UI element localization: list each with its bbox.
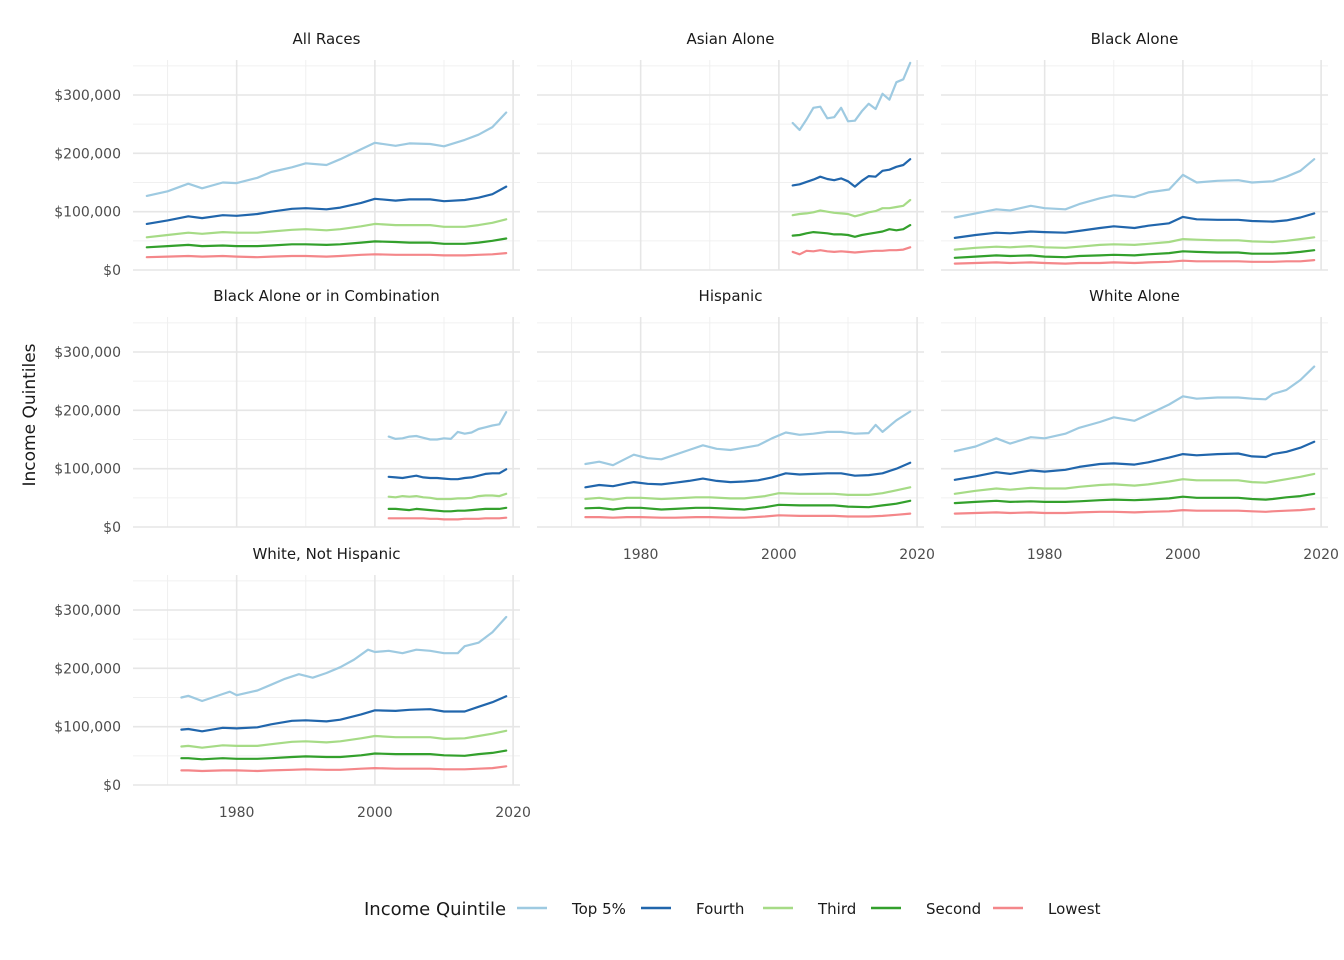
panel-asian-alone: Asian Alone <box>537 30 924 271</box>
y-tick-label: $300,000 <box>54 603 121 619</box>
legend: Income Quintile Top 5% Fourth Third Second L… <box>364 899 1101 920</box>
legend-label-third: Third <box>817 900 856 918</box>
panel-black-alone: Black Alone <box>941 30 1328 271</box>
legend-label-fourth: Fourth <box>696 900 744 918</box>
x-tick-label: 1980 <box>219 805 255 821</box>
series-line-second <box>953 249 1316 259</box>
facet-title: Black Alone or in Combination <box>213 287 439 305</box>
series-line-top-5 <box>584 410 912 467</box>
y-axis-label: Income Quintiles <box>20 343 40 486</box>
series-line-lowest <box>387 516 508 521</box>
series-line-second <box>145 237 508 249</box>
y-tick-label: $300,000 <box>54 345 121 361</box>
facet-title: Asian Alone <box>686 30 774 48</box>
series-line-fourth <box>791 158 912 188</box>
y-tick-label: $0 <box>103 778 121 794</box>
facet-title: Hispanic <box>699 287 763 305</box>
series-line-top-5 <box>953 158 1316 219</box>
panel-all-races: All Races $0 $100,000 $200,000 $300,000 <box>54 30 520 279</box>
panel-hispanic: Hispanic 1980 2000 2020 <box>537 287 935 563</box>
y-tick-label: $200,000 <box>54 661 121 677</box>
series-line-fourth <box>180 695 508 733</box>
series-line-third <box>180 729 508 749</box>
facet-title: White, Not Hispanic <box>252 545 400 563</box>
x-tick-label: 2000 <box>357 805 393 821</box>
legend-title: Income Quintile <box>364 899 506 920</box>
x-tick-label: 1980 <box>1027 547 1063 563</box>
series-line-lowest <box>791 246 912 256</box>
y-tick-label: $200,000 <box>54 403 121 419</box>
series-line-lowest <box>953 259 1316 265</box>
legend-label-top-5: Top 5% <box>571 900 626 918</box>
series-line-fourth <box>387 468 508 481</box>
series-line-top-5 <box>180 615 508 703</box>
series-line-second <box>387 506 508 513</box>
series-line-third <box>584 486 912 501</box>
facet-title: All Races <box>293 30 361 48</box>
y-tick-label: $100,000 <box>54 205 121 221</box>
series-line-top-5 <box>953 365 1316 453</box>
x-tick-label: 2000 <box>1165 547 1201 563</box>
x-tick-label: 2020 <box>495 805 531 821</box>
series-line-third <box>145 218 508 239</box>
series-line-second <box>953 492 1316 505</box>
y-tick-label: $300,000 <box>54 88 121 104</box>
series-line-lowest <box>584 512 912 519</box>
series-line-top-5 <box>791 61 912 132</box>
y-tick-label: $0 <box>103 520 121 536</box>
series-line-third <box>387 492 508 501</box>
x-tick-label: 2020 <box>1303 547 1339 563</box>
facet-title: White Alone <box>1089 287 1180 305</box>
series-line-top-5 <box>387 411 508 441</box>
facet-title: Black Alone <box>1091 30 1179 48</box>
x-tick-label: 2000 <box>761 547 797 563</box>
y-tick-label: $200,000 <box>54 146 121 162</box>
series-line-top-5 <box>145 111 508 197</box>
series-line-fourth <box>584 461 912 489</box>
y-tick-label: $100,000 <box>54 720 121 736</box>
series-line-fourth <box>953 440 1316 481</box>
y-tick-label: $100,000 <box>54 462 121 478</box>
x-tick-label: 1980 <box>623 547 659 563</box>
y-tick-label: $0 <box>103 263 121 279</box>
series-line-fourth <box>953 212 1316 239</box>
series-line-fourth <box>145 185 508 225</box>
panel-white-alone: White Alone 1980 2000 2020 <box>941 287 1339 563</box>
series-line-second <box>791 224 912 238</box>
x-tick-label: 2020 <box>899 547 935 563</box>
facet-panels: All Races $0 $100,000 $200,000 $300,000 Asian… <box>54 30 1339 821</box>
legend-label-second: Second <box>926 900 981 918</box>
series-line-lowest <box>145 252 508 259</box>
series-line-third <box>791 198 912 218</box>
series-line-lowest <box>953 507 1316 515</box>
series-line-second <box>180 749 508 761</box>
legend-label-lowest: Lowest <box>1048 900 1101 918</box>
panel-white-not-hispanic: White, Not Hispanic $0 $100,000 $200,000 $30… <box>54 545 531 821</box>
series-line-third <box>953 236 1316 251</box>
series-line-second <box>584 499 912 511</box>
series-line-lowest <box>180 765 508 773</box>
series-line-third <box>953 472 1316 495</box>
panel-black-alone-or-in-combination: Black Alone or in Combination $0 $100,000 $… <box>54 287 520 536</box>
